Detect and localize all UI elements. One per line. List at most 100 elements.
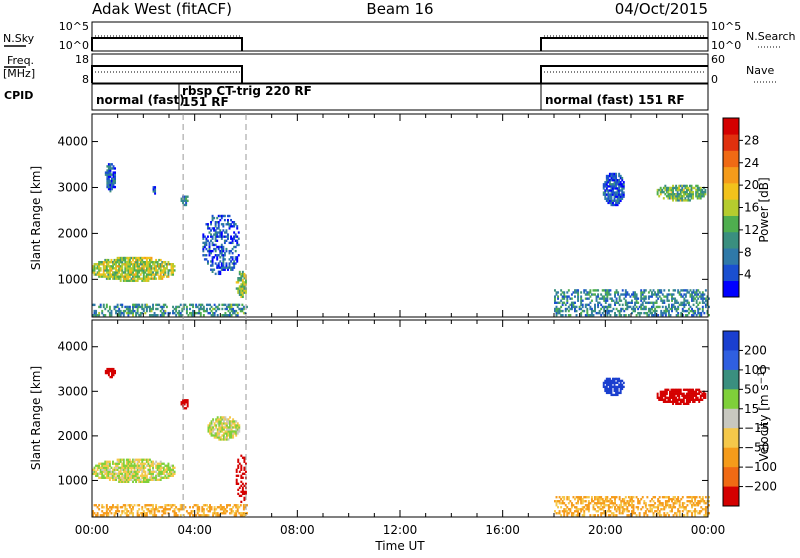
data-cell [164,474,167,477]
data-cell [594,303,596,307]
data-cell [566,291,569,294]
data-cell [603,502,606,505]
data-cell [607,500,610,503]
data-cell [107,309,110,313]
data-cell [654,291,657,294]
data-cell [684,190,687,194]
data-cell [228,262,231,265]
data-cell [640,291,643,294]
data-cell [612,201,614,205]
data-cell [99,303,102,307]
data-cell [606,510,609,513]
data-cell [698,188,701,192]
data-cell [661,188,664,192]
data-cell [147,470,150,473]
data-cell [704,193,707,196]
data-cell [182,514,185,517]
data-cell [152,277,154,280]
data-cell [592,314,595,317]
data-cell [183,197,186,200]
data-cell [618,189,621,192]
data-cell [693,186,696,190]
data-cell [225,438,228,441]
data-cell [241,281,244,284]
data-cell [651,504,653,507]
data-cell [608,383,611,387]
data-cell [115,275,118,278]
data-cell [141,474,144,477]
data-cell [570,502,573,505]
data-cell [640,508,643,511]
data-cell [145,458,148,461]
data-cell [135,258,138,262]
data-cell [631,498,633,501]
data-cell [220,243,223,247]
data-cell [223,258,226,261]
data-cell [112,474,114,477]
data-cell [130,279,133,282]
data-cell [139,277,142,280]
data-cell [212,311,215,315]
data-cell [92,468,94,471]
data-cell [172,474,175,477]
data-cell [624,295,627,298]
data-cell [217,225,220,228]
data-cell [605,181,608,184]
data-cell [152,188,155,191]
data-cell [643,299,646,302]
data-cell [211,258,214,261]
data-cell [148,256,151,260]
data-cell [136,466,139,469]
data-cell [232,422,235,425]
data-cell [112,470,114,473]
data-cell [141,267,144,270]
data-cell [683,297,686,300]
data-cell [147,279,150,282]
data-cell [577,498,580,501]
data-cell [118,265,121,268]
colorbar-swatch [723,428,739,448]
data-cell [615,391,618,395]
data-cell [616,189,619,192]
data-cell [632,293,635,296]
data-cell [167,508,170,511]
data-cell [680,314,683,317]
data-cell [244,291,247,294]
data-cell [164,263,167,266]
data-cell [246,504,248,507]
data-cell [118,476,121,479]
data-cell [96,265,99,268]
data-cell [640,311,643,315]
data-cell [227,309,230,313]
data-cell [662,190,665,194]
cpid-panel: CPID normal (fast) rbsp CT-trig 220 RF 1… [4,83,709,111]
data-cell [233,303,236,307]
data-cell [675,398,678,401]
data-cell [612,377,614,381]
data-cell [219,233,222,236]
data-cell [243,291,246,294]
data-cell [112,373,115,377]
data-cell [107,369,110,373]
data-cell [679,188,682,192]
data-cell [666,293,669,296]
data-cell [153,311,156,315]
data-cell [702,195,705,198]
data-cell [222,432,225,435]
data-cell [141,470,144,473]
data-cell [167,260,170,264]
data-cell [606,297,609,300]
data-cell [102,265,105,268]
data-cell [587,510,590,513]
data-cell [692,392,695,395]
data-cell [113,466,116,469]
data-cell [586,311,589,315]
data-cell [211,218,214,222]
data-cell [610,185,613,188]
data-cell [220,231,223,234]
data-cell [603,307,606,311]
data-cell [632,496,635,499]
data-cell [148,260,151,264]
data-cell [612,393,614,397]
